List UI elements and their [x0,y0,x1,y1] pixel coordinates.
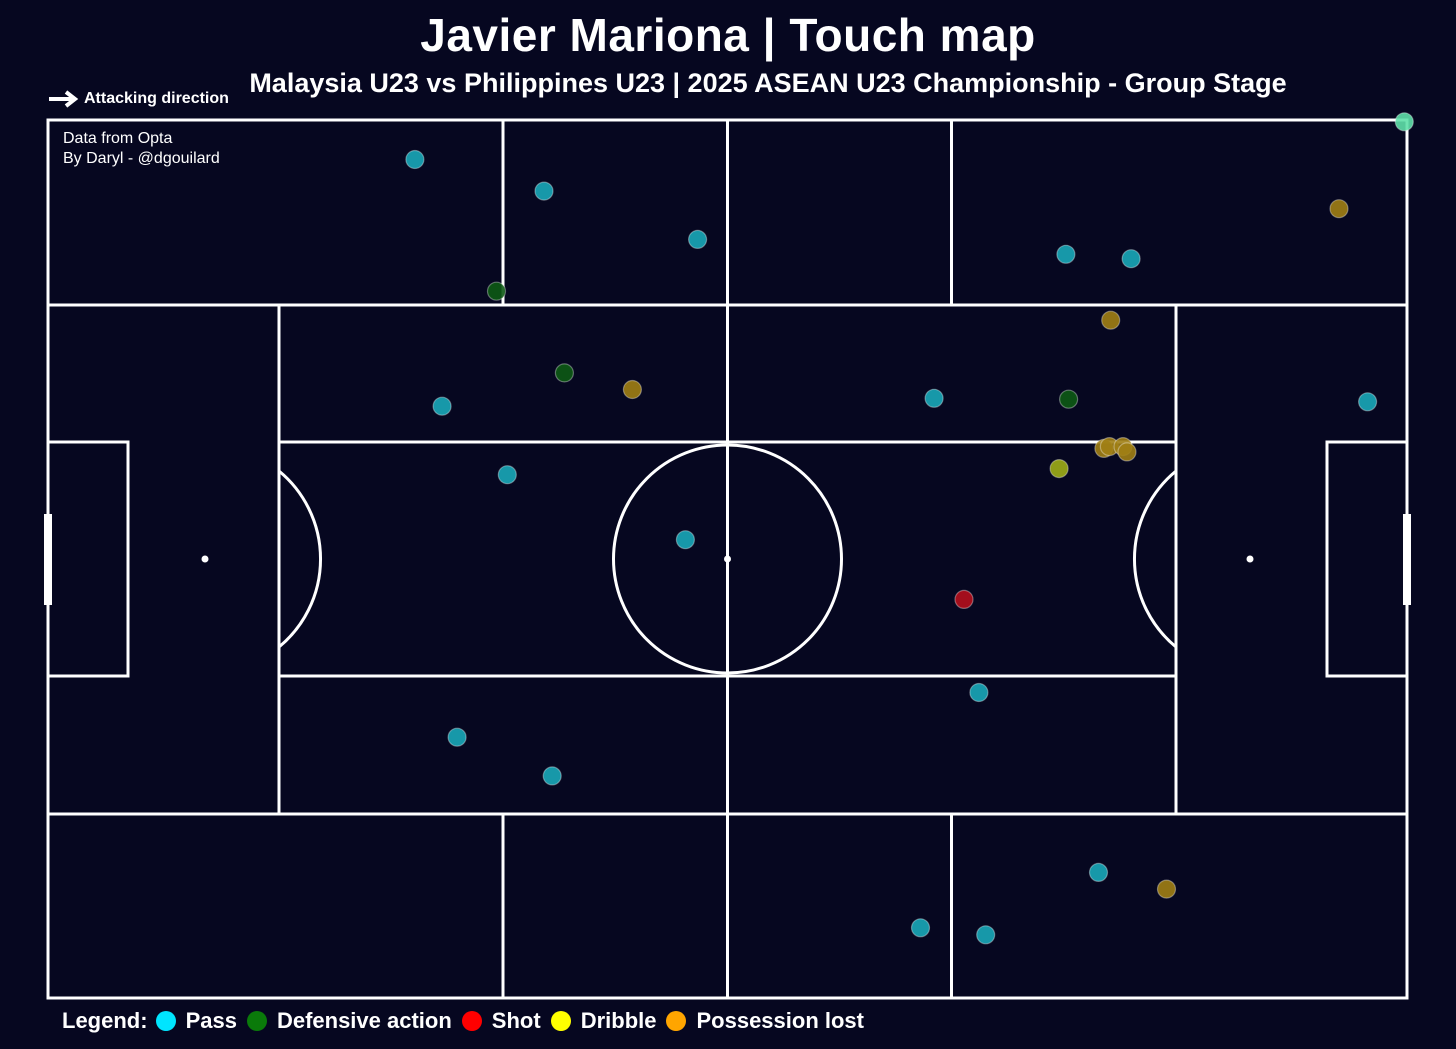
touch-point-pass-16 [1394,112,1414,132]
touch-point-defensive-action-2 [1058,389,1079,409]
arrow-right-icon [49,90,79,108]
legend-item-shot: Shot [461,1008,541,1034]
touch-point-pass-11 [447,727,467,747]
touch-point-possession-lost-1 [1101,310,1121,330]
chart-title: Javier Mariona | Touch map [420,9,1036,61]
centre-circle [612,443,843,675]
touch-point-pass-15 [976,925,996,945]
pitch-lines [44,118,1411,1000]
legend-dot-pass [155,1011,176,1031]
touch-point-pass-5 [675,530,696,550]
credits-source: Data from Opta [63,130,173,147]
touch-point-possession-lost-0 [622,379,643,400]
touch-point-pass-3 [432,396,452,416]
touch-point-pass-7 [1056,244,1076,264]
credits: Data from Opta By Daryl - @dgouilard [63,129,220,169]
touch-point-pass-8 [1121,249,1141,269]
left-penalty-spot [201,555,209,563]
touch-point-pass-4 [497,465,517,485]
touch-point-pass-9 [1357,392,1378,412]
right-penalty-arc [1133,469,1177,649]
touch-point-pass-14 [910,918,931,938]
touch-point-possession-lost-2 [1329,199,1349,219]
legend-dot-defensive-action [246,1011,267,1031]
touch-points [405,112,1414,945]
centre-spot [724,555,731,563]
chart-subtitle: Malaysia U23 vs Philippines U23 | 2025 A… [249,68,1287,98]
legend-title: Legend: [62,1008,148,1033]
touch-point-shot-0 [954,589,974,610]
attacking-direction: Attacking direction [48,90,229,108]
touch-point-pass-1 [534,181,554,201]
legend-item-dribble: Dribble [550,1008,657,1034]
left-penalty-arc [278,469,322,649]
legend-dot-possession-lost [666,1011,687,1031]
touch-point-pass-0 [405,149,425,170]
touch-point-defensive-action-1 [554,363,575,383]
touch-point-dribble-0 [1049,459,1069,479]
legend-label-dribble: Dribble [580,1008,657,1033]
right-penalty-box [1174,303,1409,816]
touch-point-possession-lost-6 [1117,442,1137,462]
legend-label-possession-lost: Possession lost [696,1008,864,1033]
touch-point-pass-12 [542,766,562,786]
left-six-yard-box [46,440,130,678]
left-penalty-box [46,303,281,816]
legend-dot-shot [461,1011,482,1031]
legend-label-shot: Shot [491,1008,541,1033]
legend-label-pass: Pass [185,1008,237,1033]
legend-item-possession-lost: Possession lost [666,1008,864,1034]
touch-point-pass-6 [924,388,944,408]
touch-point-pass-2 [687,229,708,249]
right-penalty-spot [1246,555,1254,563]
legend-item-defensive-action: Defensive action [246,1008,452,1034]
legend-dot-dribble [550,1011,571,1031]
attacking-direction-label: Attacking direction [84,90,229,107]
touch-point-possession-lost-7 [1156,879,1177,899]
touch-point-pass-13 [1088,862,1109,883]
credits-author: By Daryl - @dgouilard [63,150,220,167]
touch-point-defensive-action-0 [486,281,507,301]
legend: Legend: Pass Defensive action Shot Dribb… [62,1008,874,1034]
right-six-yard-box [1325,440,1409,678]
legend-item-pass: Pass [155,1008,237,1034]
touch-point-pass-10 [969,682,989,703]
legend-label-defensive-action: Defensive action [276,1008,452,1033]
